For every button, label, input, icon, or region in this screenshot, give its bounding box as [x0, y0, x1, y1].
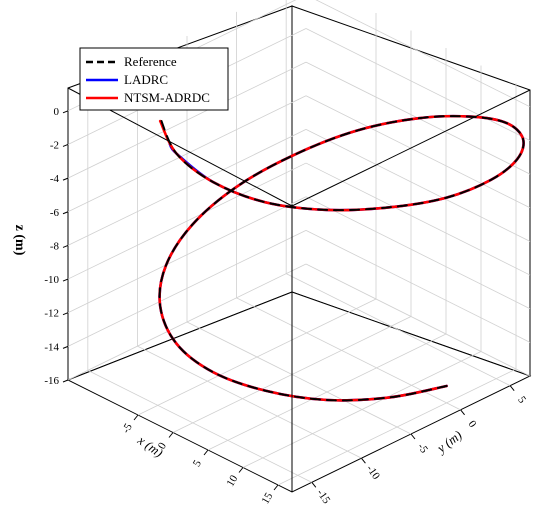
z-tick-label: -6: [50, 207, 60, 219]
grid-line-z: [305, 162, 531, 276]
z-tick-mark: [62, 244, 69, 248]
x-tick-mark: [273, 484, 279, 491]
grid-line-y: [137, 345, 362, 459]
z-tick-mark: [62, 312, 69, 316]
z-tick-mark: [62, 110, 69, 114]
series-layer: [158, 114, 525, 402]
x-tick-mark: [133, 414, 139, 421]
z-axis-ticks: 0 -2 -4 -6 -8 -10 -12 -14 -16: [44, 106, 69, 387]
y-tick-label: -10: [364, 463, 383, 482]
z-tick-mark: [62, 379, 69, 383]
z-tick-mark: [62, 278, 69, 282]
grid-line-y: [186, 321, 412, 435]
y-tick-label: -15: [314, 487, 333, 505]
grid-line-y: [285, 273, 511, 387]
z-tick-label: -2: [50, 139, 59, 151]
z-tick-mark: [62, 211, 69, 215]
y-tick-mark: [509, 385, 515, 391]
z-tick-label: -16: [44, 375, 59, 387]
x-tick-label: 15: [259, 490, 275, 505]
y-tick-mark: [311, 482, 317, 488]
grid-line-z: [305, 263, 531, 377]
legend: Reference LADRC NTSM-ADRDC: [79, 47, 229, 111]
grid-line-z: [305, 95, 531, 209]
x-tick-mark: [203, 449, 209, 456]
z-tick-label: -14: [44, 341, 59, 353]
grid-line-y: [87, 369, 313, 483]
y-tick-mark: [361, 457, 366, 464]
x-tick-label: 0: [156, 440, 169, 451]
grid-line-z: [305, 229, 531, 343]
x-axis-label: x (m): [134, 432, 166, 460]
legend-label-ntsm-adrdc: NTSM-ADRDC: [124, 90, 210, 105]
x-tick-mark: [168, 432, 174, 438]
grid-line-z: [305, 28, 531, 141]
series-line-reference: [158, 115, 525, 402]
grid-lines: [67, 0, 531, 486]
grid-line-z: [305, 129, 531, 242]
y-tick-mark: [410, 433, 416, 440]
z-axis-label: z (m): [12, 225, 27, 256]
y-tick-mark: [460, 409, 465, 416]
z-tick-label: -4: [50, 173, 60, 185]
z-tick-label: -10: [44, 274, 59, 286]
z-tick-mark: [62, 144, 69, 147]
y-axis-label: y (m): [432, 427, 464, 456]
top-front-edge-right: [291, 89, 531, 207]
z-tick-mark: [62, 345, 69, 349]
z-tick-mark: [62, 177, 69, 181]
y-tick-label: 5: [515, 394, 528, 406]
y-tick-label: -5: [415, 441, 430, 456]
x-tick-label: -5: [120, 421, 135, 435]
y-tick-label: 0: [466, 418, 479, 430]
z-tick-label: 0: [54, 106, 60, 118]
x-tick-label: 10: [224, 473, 240, 489]
z-tick-label: -12: [44, 308, 59, 320]
grid-line-z: [315, 0, 531, 108]
legend-label-ladrc: LADRC: [124, 72, 168, 87]
x-tick-mark: [238, 467, 244, 473]
z-tick-label: -8: [50, 240, 60, 252]
grid-line-z: [305, 196, 531, 310]
legend-label-reference: Reference: [124, 54, 177, 69]
x-tick-label: 5: [191, 458, 204, 469]
